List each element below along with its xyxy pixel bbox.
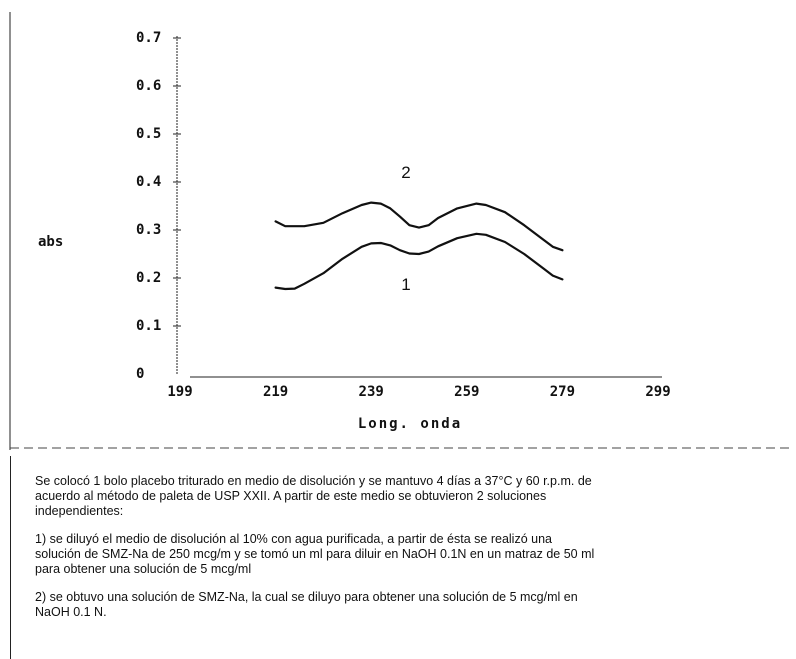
y-tick-label: 0.7 [136, 30, 161, 46]
x-tick-label: 259 [454, 384, 479, 400]
notes-paragraph-solution-2: 2) se obtuvo una solución de SMZ-Na, la … [35, 590, 578, 619]
chart-series: 12 [274, 163, 564, 294]
y-tick-label: 0.2 [136, 270, 161, 286]
absorbance-chart: 0 0.1 0.2 0.3 0.4 0.5 0.6 0.7 199 219 239 259 279 299… [9, 12, 792, 450]
notes-paragraph-solution-1: 1) se diluyó el medio de disolución al 1… [35, 532, 595, 576]
y-tick-label: 0.6 [136, 78, 161, 94]
chart-ticks: 0 0.1 0.2 0.3 0.4 0.5 0.6 0.7 199 219 239 259 279 299 [136, 30, 671, 400]
series-label-2: 2 [401, 163, 410, 182]
y-tick-label: 0.3 [136, 222, 161, 238]
y-tick-label: 0.4 [136, 174, 161, 190]
chart-axes [176, 36, 662, 378]
x-tick-label: 299 [645, 384, 670, 400]
x-tick-label: 239 [359, 384, 384, 400]
y-tick-label: 0.1 [136, 318, 161, 334]
notes-paragraph-intro: Se colocó 1 bolo placebo triturado en me… [35, 474, 592, 518]
method-notes: Se colocó 1 bolo placebo triturado en me… [10, 456, 780, 659]
y-axis-title: abs [38, 234, 63, 250]
x-tick-label: 199 [167, 384, 192, 400]
x-axis-title: Long. onda [358, 416, 462, 432]
series-line-2 [274, 201, 564, 252]
y-tick-label: 0.5 [136, 126, 161, 142]
chart-area: 0 0.1 0.2 0.3 0.4 0.5 0.6 0.7 199 219 239 259 279 299… [9, 12, 792, 450]
x-tick-label: 219 [263, 384, 288, 400]
x-tick-label: 279 [550, 384, 575, 400]
series-label-1: 1 [401, 275, 410, 294]
y-tick-label: 0 [136, 366, 144, 382]
series-line-1 [274, 232, 564, 291]
